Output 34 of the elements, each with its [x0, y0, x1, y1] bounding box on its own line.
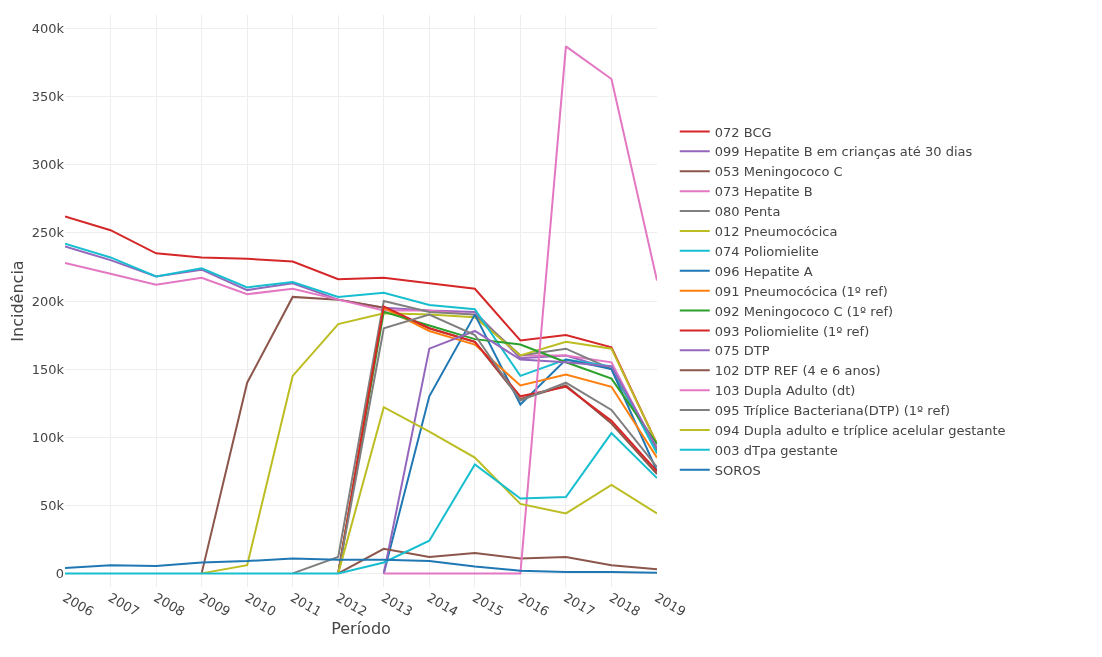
- y-tick-label: 150k: [31, 361, 65, 377]
- legend-label: 074 Poliomielite: [714, 243, 819, 259]
- y-tick-label: 350k: [31, 89, 65, 105]
- legend-label: 095 Tríplice Bacteriana(DTP) (1º ref): [714, 403, 951, 419]
- legend-label: 096 Hepatite A: [714, 263, 813, 279]
- legend-label: 072 BCG: [714, 124, 772, 140]
- x-tick-label: 2017: [561, 589, 598, 620]
- legend-label: SOROS: [714, 462, 761, 478]
- y-tick-label: 200k: [31, 293, 65, 309]
- legend-label: 092 Meningococo C (1º ref): [714, 303, 894, 319]
- legend-label: 103 Dupla Adulto (dt): [714, 383, 856, 399]
- legend-label: 073 Hepatite B: [714, 184, 813, 200]
- legend-label: 094 Dupla adulto e tríplice acelular gestante: [714, 423, 1006, 439]
- x-tick-label: 2015: [470, 589, 507, 620]
- y-tick-label: 400k: [31, 21, 65, 37]
- y-tick-label: 50k: [39, 497, 65, 513]
- legend-label: 091 Pneumocócica (1º ref): [714, 283, 888, 299]
- legend-label: 080 Penta: [714, 204, 781, 220]
- legend-label: 102 DTP REF (4 e 6 anos): [714, 363, 881, 379]
- x-tick-label: 2007: [105, 589, 142, 620]
- legend-label: 053 Meningococo C: [714, 164, 843, 180]
- y-axis-title: Incidência: [8, 260, 27, 342]
- legend-label: 099 Hepatite B em crianças até 30 dias: [714, 144, 973, 160]
- legend-label: 075 DTP: [714, 343, 770, 359]
- x-tick-label: 2019: [652, 589, 689, 620]
- legend-label: 003 dTpa gestante: [714, 442, 838, 458]
- y-tick-label: 300k: [31, 157, 65, 173]
- y-tick-label: 100k: [31, 429, 65, 445]
- legend-label: 093 Poliomielite (1º ref): [714, 323, 870, 339]
- x-axis-title: Período: [331, 619, 391, 639]
- x-tick-label: 2009: [196, 589, 234, 620]
- y-tick-label: 0: [55, 565, 64, 581]
- legend-label: 012 Pneumocócica: [714, 224, 838, 240]
- y-tick-label: 250k: [31, 225, 65, 241]
